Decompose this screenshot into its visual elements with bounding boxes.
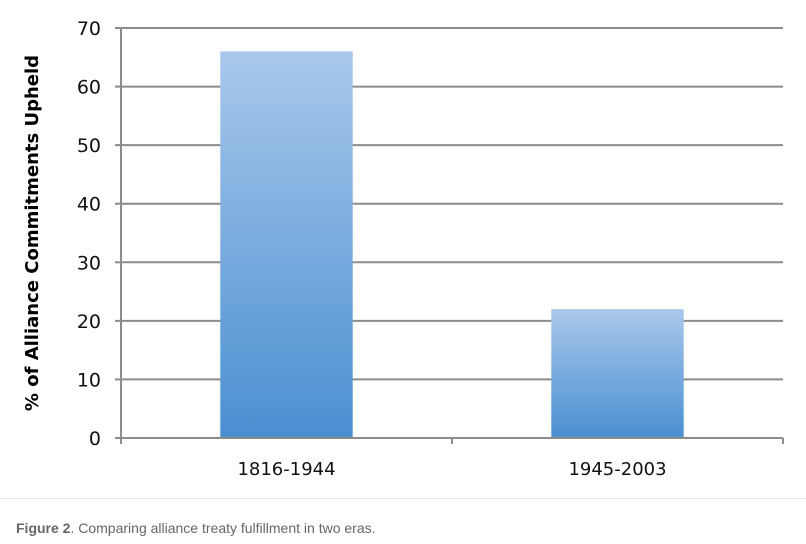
y-tick-label: 20 (77, 311, 101, 333)
axis-labels: 0 10 20 30 40 50 60 70 1816-1944 1945-2003 (77, 18, 667, 480)
chart-container: 0 10 20 30 40 50 60 70 1816-1944 1945-2003 % of A… (0, 18, 806, 499)
bar-1816-1944 (220, 51, 353, 439)
y-tick-label: 30 (77, 252, 101, 274)
x-category-label: 1816-1944 (237, 459, 335, 480)
y-tick-label: 40 (77, 194, 101, 216)
axes (115, 27, 784, 444)
y-tick-label: 70 (77, 18, 101, 40)
y-tick-label: 10 (77, 369, 101, 391)
x-category-label: 1945-2003 (568, 459, 666, 480)
bar-chart: 0 10 20 30 40 50 60 70 1816-1944 1945-2003 % of A… (22, 18, 784, 480)
y-axis-title: % of Alliance Commitments Upheld (22, 55, 43, 411)
bar-1945-2003 (551, 309, 684, 438)
y-tick-label: 0 (89, 428, 101, 450)
caption-label: Figure 2 (16, 520, 71, 536)
bars (220, 51, 684, 439)
y-tick-label: 50 (77, 135, 101, 157)
y-tick-label: 60 (77, 77, 101, 99)
figure-caption: Figure 2. Comparing alliance treaty fulf… (16, 520, 376, 536)
caption-text: . Comparing alliance treaty fulfillment … (70, 520, 376, 536)
